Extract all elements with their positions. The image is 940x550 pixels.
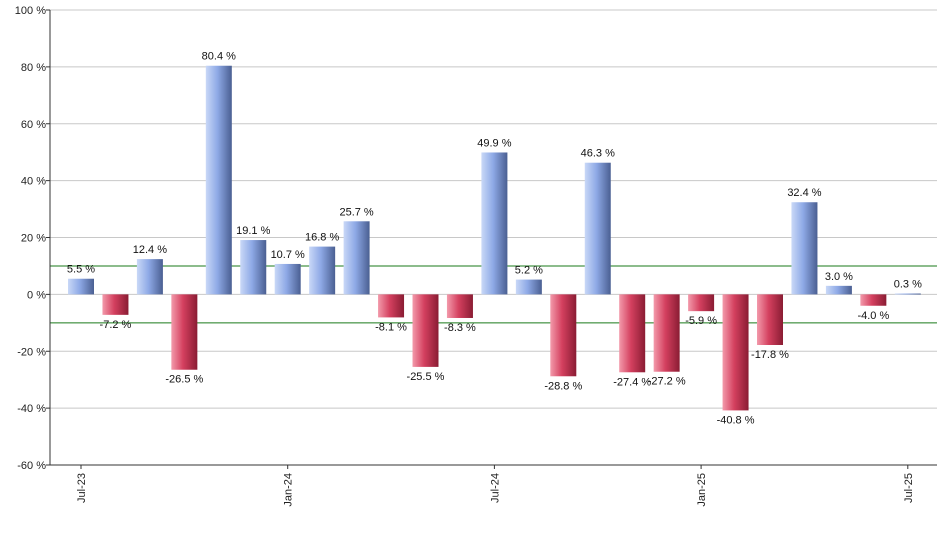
data-labels: 5.5 % -7.2 % 12.4 % -26.5 % 80.4 % 19.1 %10.7… (67, 51, 922, 427)
y-tick-label: 20 % (21, 233, 46, 245)
bar-Sep-23 (136, 259, 163, 295)
data-label: -5.9 % (685, 315, 717, 327)
bar-Jun-25 (860, 294, 887, 306)
data-label: 12.4 % (133, 244, 167, 256)
data-label: 3.0 % (825, 271, 853, 283)
bar-Jul-23 (68, 278, 94, 295)
bar-Jul-24 (481, 152, 508, 295)
bar-Jan-25 (688, 294, 715, 312)
y-tick-label: 60 % (21, 119, 46, 131)
bar-Aug-23 (102, 294, 129, 315)
bar-May-25 (825, 285, 852, 295)
data-label: -8.3 % (444, 322, 476, 334)
x-tick-label: Jan-25 (696, 473, 708, 507)
bar-May-24 (412, 294, 439, 367)
y-tick-labels: 100 % 80 % 60 % 40 % 20 % 0 % -20 % -40 % -60 % (15, 5, 46, 472)
bar-Nov-24 (619, 294, 646, 373)
data-label: -8.1 % (375, 321, 407, 333)
data-label: -26.5 % (165, 374, 203, 386)
bar-Mar-25 (757, 294, 783, 345)
data-label: 80.4 % (202, 51, 236, 63)
bar-Mar-24 (343, 221, 370, 295)
bar-Oct-24 (584, 162, 611, 295)
bar-Sep-24 (550, 294, 577, 377)
y-tick-label: 0 % (27, 289, 46, 301)
data-label: -28.8 % (544, 380, 582, 392)
data-label: 49.9 % (477, 137, 511, 149)
y-tick-label: 40 % (21, 176, 46, 188)
data-label: 10.7 % (271, 249, 305, 261)
data-label: -17.8 % (751, 349, 789, 361)
y-tick-label: -20 % (17, 346, 46, 358)
data-label: -27.2 % (648, 376, 686, 388)
bar-Jul-25 (894, 293, 921, 295)
data-label: 0.3 % (894, 279, 922, 291)
x-tick-label: Jan-24 (283, 473, 295, 507)
y-tick-label: 100 % (15, 5, 46, 17)
bars (68, 65, 921, 411)
data-label: 19.1 % (236, 225, 270, 237)
bar-Nov-23 (205, 65, 232, 295)
bar-Apr-24 (378, 294, 405, 318)
data-label: -40.8 % (717, 414, 755, 426)
data-label: 46.3 % (581, 148, 615, 160)
data-label: 5.2 % (515, 265, 543, 277)
x-tick-labels: Jul-23 Jan-24 Jul-24 Jan-25 Jul-25 (76, 473, 915, 507)
x-tick-label: Jul-24 (489, 473, 501, 503)
bar-Jan-24 (274, 263, 301, 295)
x-tick-label: Jul-25 (903, 473, 915, 503)
data-label: -27.4 % (613, 376, 651, 388)
data-label: -4.0 % (857, 310, 889, 322)
data-label: -25.5 % (407, 371, 445, 383)
bar-Jun-24 (446, 294, 473, 318)
data-label: 16.8 % (305, 232, 339, 244)
data-label: 32.4 % (787, 187, 821, 199)
bar-Feb-25 (722, 294, 749, 411)
data-label: 25.7 % (339, 206, 373, 218)
axes (46, 9, 937, 469)
x-tick-label: Jul-23 (76, 473, 88, 503)
data-label: -7.2 % (100, 319, 132, 331)
bar-Apr-25 (791, 202, 818, 295)
y-tick-label: -40 % (17, 403, 46, 415)
y-tick-label: 80 % (21, 62, 46, 74)
bar-Feb-24 (309, 246, 336, 295)
y-tick-label: -60 % (17, 460, 46, 472)
bar-Oct-23 (171, 294, 198, 370)
bar-Aug-24 (515, 279, 542, 295)
bar-Dec-24 (653, 294, 680, 372)
bar-Dec-23 (240, 240, 267, 295)
data-label: 5.5 % (67, 264, 95, 276)
